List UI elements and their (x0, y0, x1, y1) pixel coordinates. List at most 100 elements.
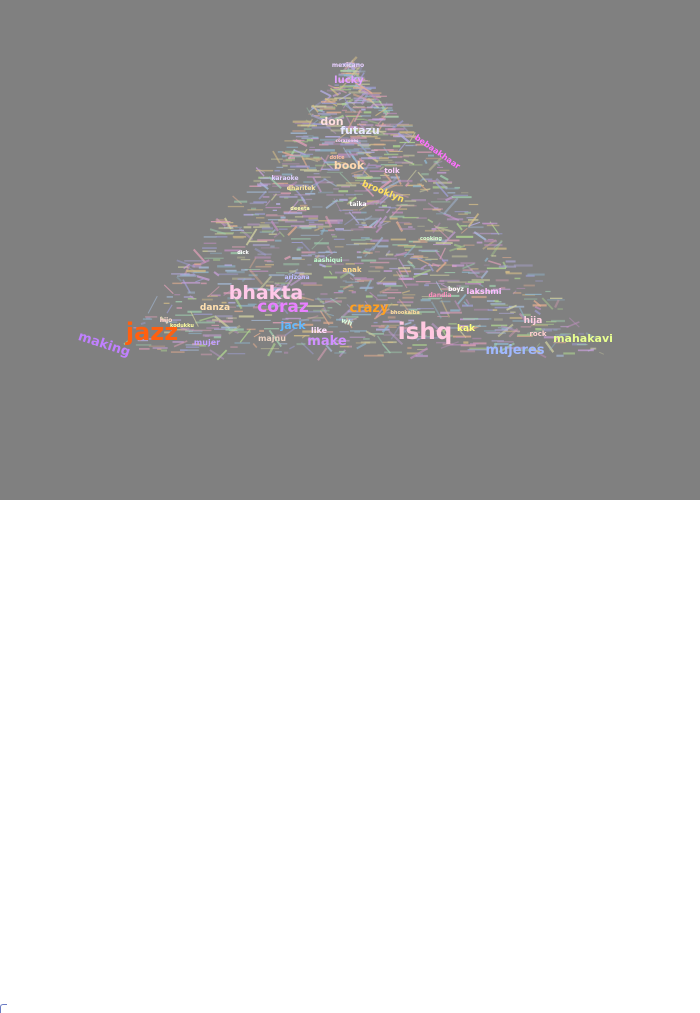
filler-word-mark (451, 196, 472, 199)
filler-word-mark (180, 349, 199, 351)
filler-word-mark (413, 268, 424, 270)
filler-word-mark (416, 334, 427, 341)
filler-word-mark (357, 123, 367, 126)
filler-word-mark (351, 291, 356, 294)
filler-word-mark (251, 319, 271, 321)
filler-word-mark (487, 247, 507, 250)
cloud-word: coraz (257, 297, 309, 317)
filler-word-mark (433, 224, 449, 239)
filler-word-mark (442, 259, 449, 262)
filler-word-mark (360, 341, 377, 344)
filler-word-mark (352, 175, 361, 177)
filler-word-mark (495, 279, 509, 282)
filler-word-mark (417, 171, 428, 183)
filler-word-mark (140, 321, 146, 325)
filler-word-mark (289, 274, 307, 287)
cloud-word: futazu (340, 124, 380, 137)
filler-word-mark (311, 252, 325, 254)
filler-word-mark (445, 334, 453, 337)
filler-word-mark (505, 330, 521, 333)
filler-word-mark (294, 216, 304, 218)
filler-word-mark (217, 265, 236, 268)
filler-word-mark (355, 223, 367, 226)
filler-word-mark (399, 323, 416, 336)
filler-word-mark (402, 327, 410, 337)
filler-word-mark (439, 169, 450, 171)
filler-word-mark (348, 88, 365, 90)
filler-word-mark (185, 344, 197, 346)
filler-word-mark (418, 311, 435, 313)
filler-word-mark (434, 160, 441, 167)
filler-word-mark (318, 191, 334, 194)
filler-word-mark (183, 263, 191, 270)
filler-word-mark (367, 157, 376, 159)
filler-word-mark (473, 308, 489, 311)
filler-word-mark (453, 243, 462, 248)
filler-word-mark (276, 203, 281, 205)
filler-word-mark (314, 115, 320, 117)
filler-word-mark (381, 324, 390, 333)
filler-word-mark (400, 203, 408, 206)
cloud-word: majnu (258, 334, 286, 343)
filler-word-mark (191, 271, 199, 278)
filler-word-mark (387, 316, 396, 319)
filler-word-mark (266, 214, 278, 216)
filler-word-mark (425, 282, 445, 284)
cloud-word: crazy (350, 301, 389, 316)
filler-word-mark (412, 185, 421, 188)
filler-word-mark (297, 210, 307, 212)
filler-word-mark (291, 242, 303, 243)
filler-word-mark (208, 343, 215, 345)
filler-word-mark (317, 112, 338, 115)
filler-word-mark (135, 344, 152, 346)
filler-word-mark (257, 239, 275, 242)
filler-word-mark (288, 148, 296, 160)
filler-word-mark (399, 156, 409, 158)
filler-word-mark (147, 295, 158, 314)
cloud-word: kak (457, 324, 476, 334)
filler-word-mark (346, 304, 354, 311)
filler-word-mark (544, 341, 555, 353)
filler-word-mark (379, 157, 389, 160)
filler-word-mark (456, 235, 474, 238)
filler-word-mark (171, 273, 190, 275)
filler-word-mark (439, 247, 447, 260)
filler-word-mark (314, 242, 329, 245)
filler-word-mark (240, 259, 251, 261)
filler-word-mark (357, 174, 367, 177)
filler-word-mark (309, 146, 315, 148)
filler-word-mark (490, 239, 503, 258)
filler-word-mark (353, 242, 368, 245)
filler-word-mark (358, 91, 367, 93)
filler-word-mark (369, 156, 383, 158)
filler-word-mark (190, 311, 199, 327)
filler-word-mark (328, 342, 339, 346)
filler-word-mark (473, 231, 487, 241)
filler-word-mark (123, 339, 131, 346)
filler-word-mark (408, 226, 413, 228)
filler-word-mark (157, 348, 162, 350)
filler-word-mark (356, 83, 370, 85)
filler-word-mark (375, 225, 383, 234)
filler-word-mark (214, 315, 233, 318)
filler-word-mark (295, 135, 309, 138)
filler-word-mark (268, 329, 282, 348)
filler-word-mark (341, 186, 350, 188)
filler-word-mark (399, 327, 417, 330)
filler-word-mark (433, 181, 452, 184)
filler-word-mark (337, 138, 356, 141)
filler-word-mark (443, 197, 459, 214)
filler-word-mark (409, 347, 429, 360)
filler-word-mark (343, 74, 353, 77)
filler-word-mark (402, 296, 414, 299)
filler-word-mark (338, 290, 344, 293)
filler-word-mark (311, 104, 319, 113)
filler-word-mark (585, 332, 597, 340)
filler-word-mark (302, 122, 316, 125)
filler-word-mark (262, 196, 270, 198)
filler-word-mark (403, 158, 415, 166)
filler-word-mark (374, 103, 393, 106)
filler-word-mark (326, 194, 344, 196)
filler-word-mark (320, 250, 336, 261)
filler-word-mark (327, 219, 343, 222)
